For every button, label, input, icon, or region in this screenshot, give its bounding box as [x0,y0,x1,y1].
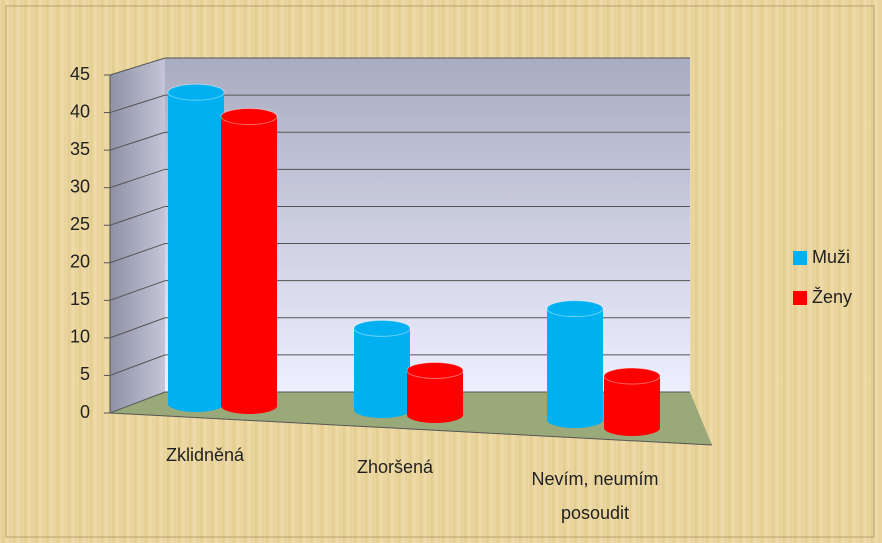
y-tick-label: 0 [80,402,90,422]
x-tick-label: Zhoršená [356,457,434,477]
bar [168,92,224,405]
bar [221,116,277,407]
cylinder [353,319,411,418]
side-grid-line [109,94,166,114]
legend-label: Ženy [812,287,852,307]
side-grid-line [109,391,166,414]
side-grid-line [109,354,166,376]
cylinder [546,300,604,428]
cylinder-top [546,300,604,318]
side-grid-line [109,57,166,76]
cylinder-top [167,83,225,101]
x-tick-label: Nevím, neumím posoudit [531,469,659,523]
side-grid-line [109,280,166,301]
side-wall [110,58,165,413]
y-tick-label: 45 [70,64,90,84]
y-tick-label: 10 [70,327,90,347]
y-tick-label: 30 [70,176,90,196]
cylinder-top [406,361,464,379]
side-grid-line [109,205,166,226]
frame [5,5,875,538]
legend-swatch [793,291,807,305]
side-grid-line [109,243,166,264]
y-tick-label: 15 [70,289,90,309]
bar [354,328,410,410]
y-tick-label: 25 [70,214,90,234]
legend-label: Muži [812,247,850,267]
side-grid-line [109,168,166,189]
y-tick-label: 20 [70,252,90,272]
x-tick-label: Zklidněná [165,445,245,465]
y-tick-label: 35 [70,139,90,159]
side-grid-line [109,131,166,151]
cylinder [220,108,278,414]
cylinder [603,367,661,436]
bar [604,376,660,428]
cylinder [406,361,464,423]
side-grid-line [109,317,166,339]
legend-swatch [793,251,807,265]
bar [547,308,603,420]
cylinder [167,83,225,412]
x-axis [109,412,713,446]
y-tick-label: 40 [70,101,90,121]
cylinder-top [603,367,661,385]
y-tick-label: 5 [80,364,90,384]
cylinder-top [353,319,411,337]
cylinder-top [220,108,278,126]
